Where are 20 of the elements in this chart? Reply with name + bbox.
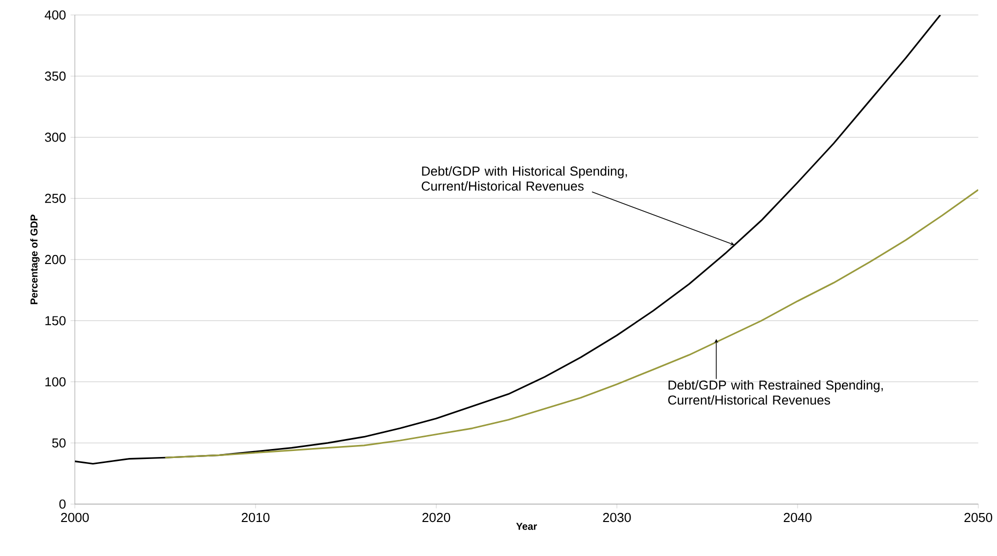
annotation: Debt/GDP with Historical Spending, Current/Historical Revenues (422, 166, 627, 191)
y-tick-label: 350 (44, 72, 66, 81)
y-tick-label: 300 (44, 132, 66, 142)
y-tick-label: 250 (45, 194, 66, 203)
y-tick-label: 400 (44, 10, 66, 20)
x-tick-label: 2030 (603, 512, 631, 522)
y-axis-title: Percentage of GDP (30, 214, 40, 304)
x-tick-label: 2040 (784, 512, 812, 522)
x-tick-label: 2050 (964, 512, 992, 522)
y-tick-label: 50 (52, 438, 66, 448)
y-tick-label: 150 (45, 316, 66, 326)
x-tick-label: 2020 (422, 512, 450, 522)
y-tick-label: 0 (59, 499, 66, 509)
annotation: Debt/GDP with Restrained Spending, Current/Historical Revenues (668, 380, 883, 405)
y-tick-label: 200 (45, 254, 66, 264)
y-tick-label: 100 (45, 377, 66, 386)
x-tick-label: 2010 (242, 512, 270, 522)
line-series (74, 14, 942, 465)
x-axis-title: Year (516, 522, 537, 530)
x-tick-label: 2000 (61, 512, 89, 522)
